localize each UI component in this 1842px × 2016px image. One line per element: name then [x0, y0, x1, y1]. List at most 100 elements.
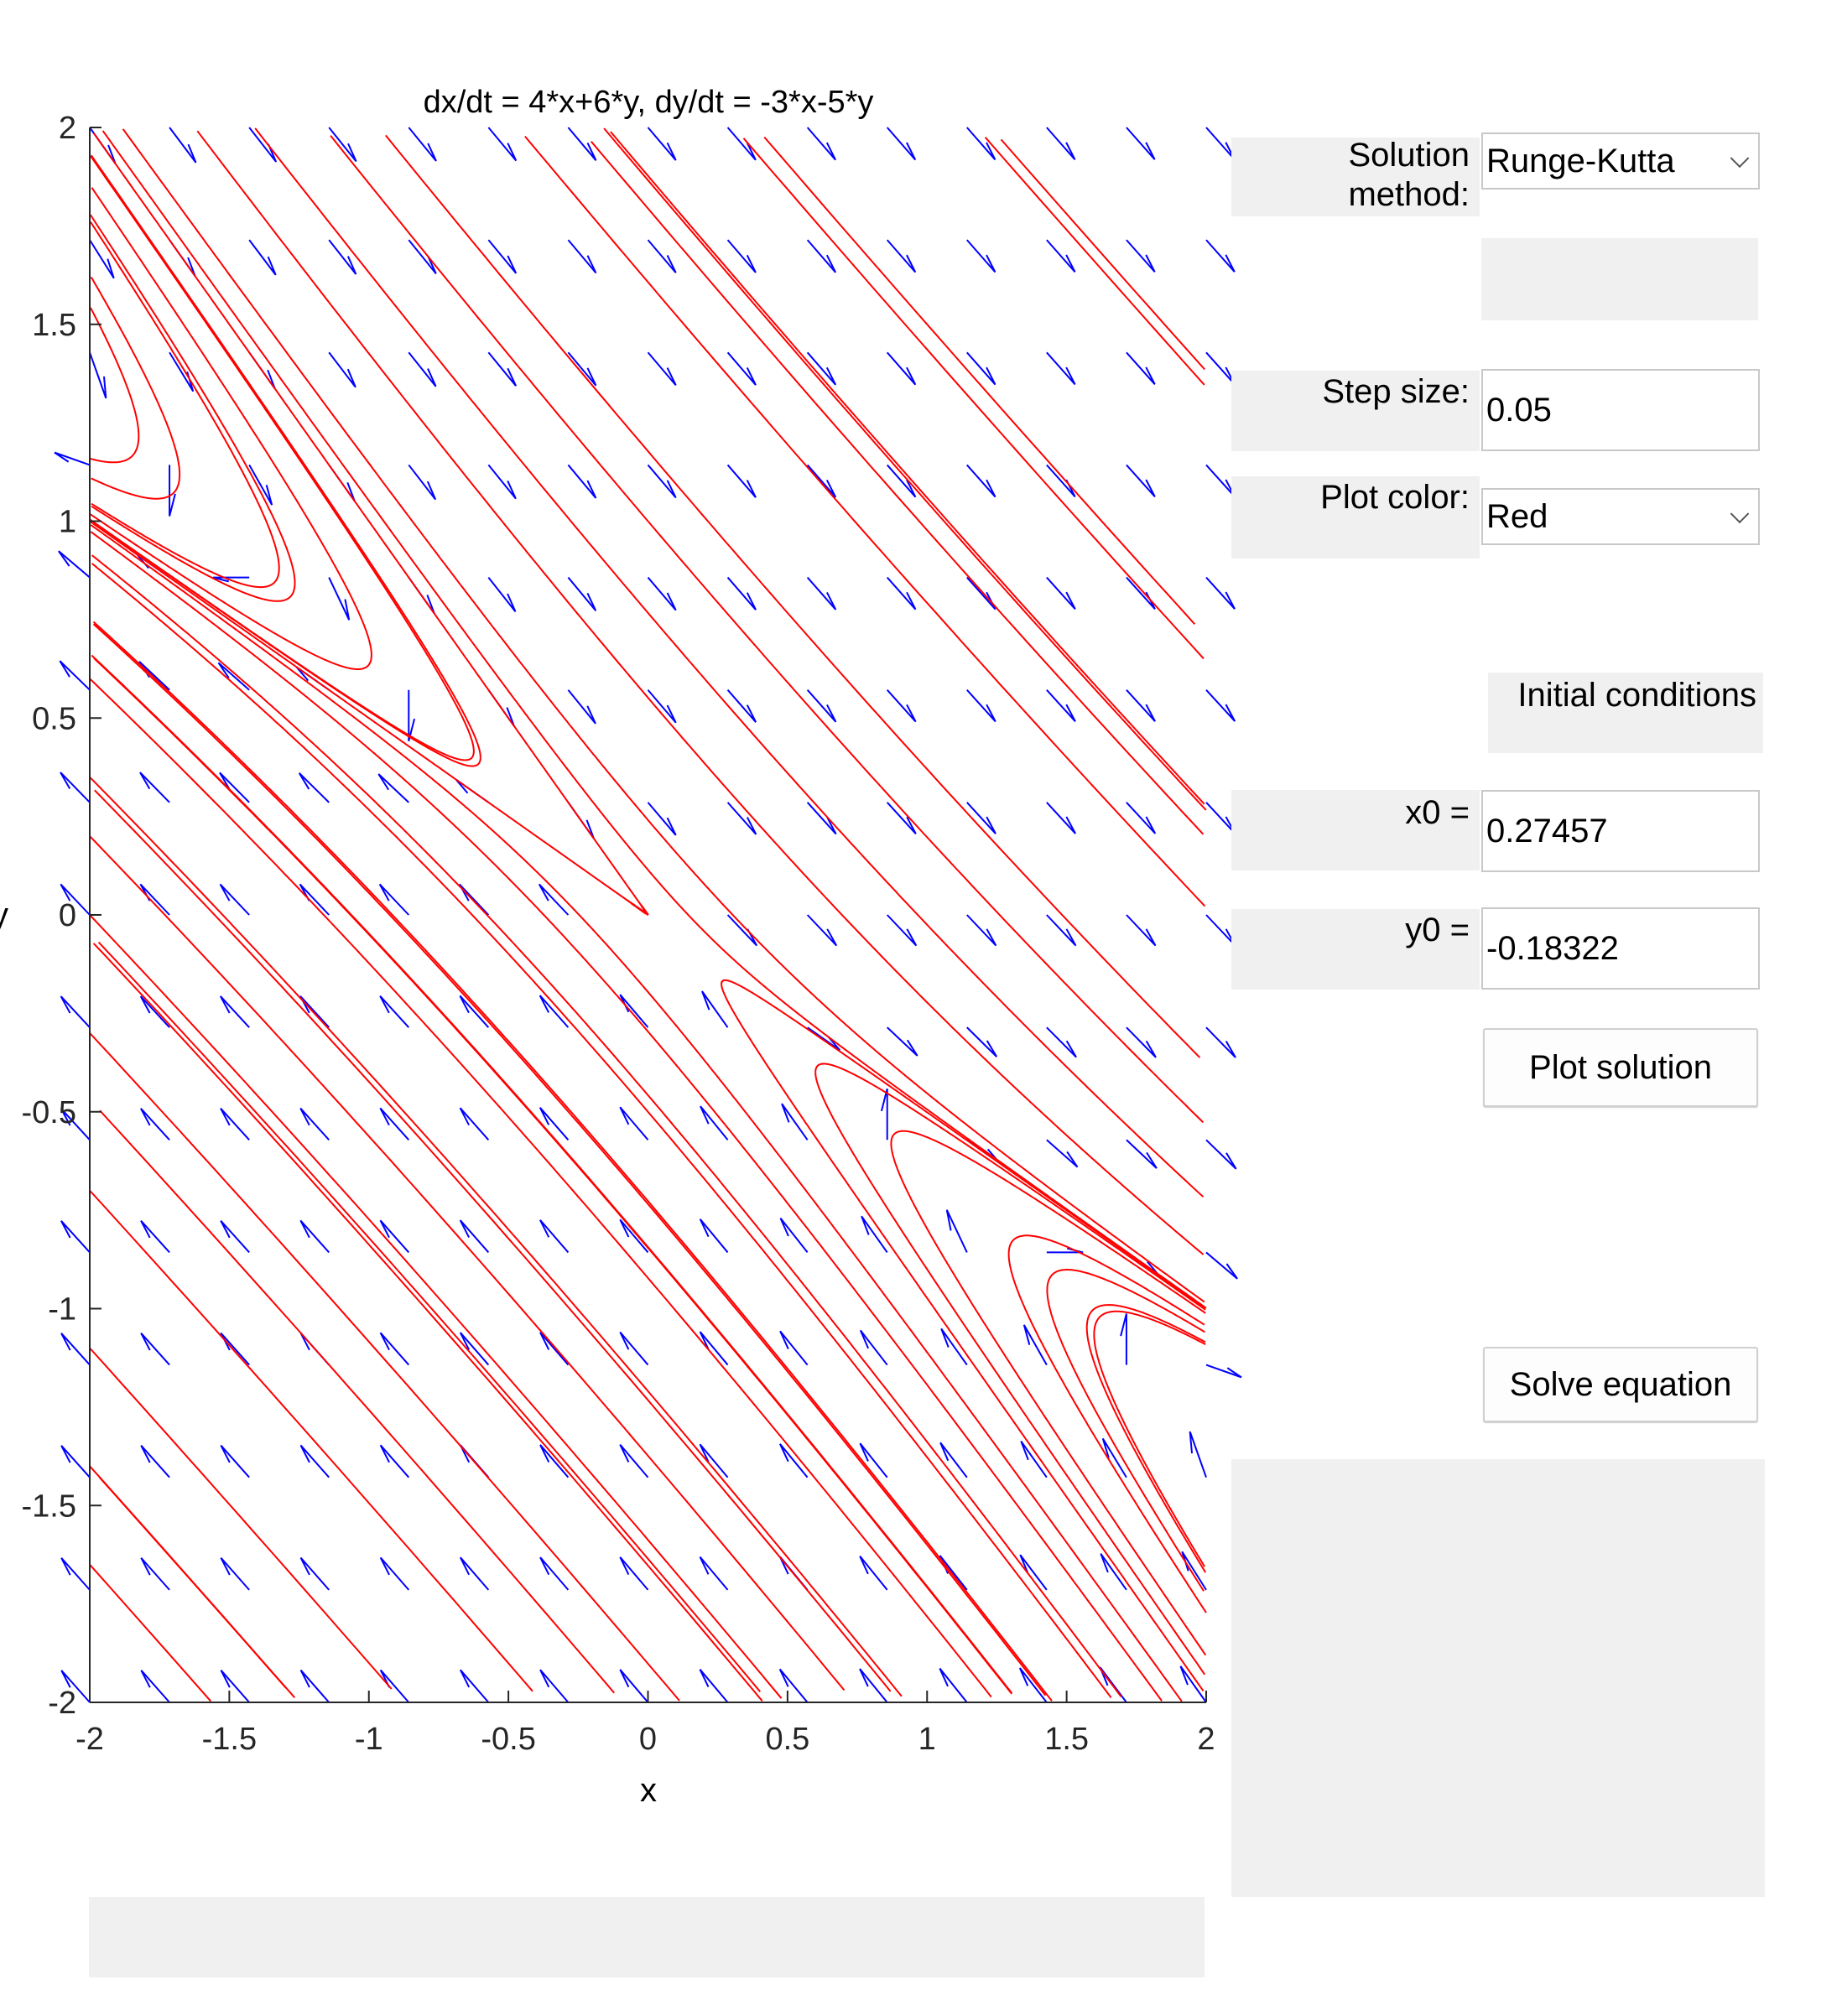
solution-curve [90, 307, 140, 464]
field-arrow [1046, 802, 1077, 834]
solution-curve [89, 214, 296, 601]
field-arrow [1046, 127, 1076, 160]
field-arrow [298, 772, 330, 803]
solution-curve [758, 1229, 1122, 1697]
field-arrow [966, 239, 996, 273]
field-arrow [1046, 576, 1076, 611]
field-arrow [379, 1332, 410, 1366]
solution-curve [898, 1347, 1163, 1702]
x0-input[interactable]: 0.27457 [1481, 790, 1760, 872]
field-arrow [60, 1108, 91, 1140]
y-tick-label: 2 [59, 111, 76, 146]
field-arrow [945, 1209, 968, 1253]
solution-curve [92, 621, 538, 1073]
solution-curve [451, 1504, 615, 1694]
solution-curve [330, 135, 649, 522]
field-arrow [1205, 689, 1236, 722]
field-arrow [1046, 239, 1076, 273]
field-arrow [1046, 351, 1076, 386]
field-arrow [328, 127, 357, 163]
solution-method-dropdown[interactable]: Runge-Kutta [1481, 132, 1760, 190]
field-arrow [647, 351, 677, 387]
y0-input[interactable]: -0.18322 [1481, 907, 1760, 990]
chevron-down-icon [1730, 148, 1750, 169]
field-arrow [567, 239, 597, 274]
field-arrow [699, 1669, 729, 1703]
field-arrow [647, 802, 677, 836]
solve-equation-button[interactable]: Solve equation [1483, 1347, 1758, 1422]
axes: -2 -1.5 -1 -0.5 0 0.5 1 1.5 2 -2 -1.5 -1 -0.5 0 0.5 1 1.… [0, 111, 1215, 1757]
field-arrow [806, 127, 836, 161]
x0-label: x0 = [1405, 794, 1470, 831]
field-arrow [1020, 1440, 1048, 1478]
field-arrow [219, 883, 250, 916]
solution-curve [563, 717, 1205, 1303]
field-arrow [138, 661, 170, 691]
plot-color-dropdown[interactable]: Red [1481, 488, 1760, 545]
field-arrow [939, 1442, 968, 1478]
field-arrow [169, 465, 176, 517]
field-arrow [726, 689, 757, 723]
field-arrow [539, 1669, 570, 1703]
field-arrow [859, 1329, 888, 1366]
field-arrow [1046, 464, 1076, 498]
plot-solution-button[interactable]: Plot solution [1483, 1028, 1758, 1107]
field-arrow [726, 127, 757, 161]
solution-curve [90, 154, 481, 758]
x-tick-label: 2 [1197, 1722, 1215, 1757]
field-arrow [140, 1333, 170, 1366]
solution-curve [890, 1130, 1207, 1656]
field-arrow [806, 239, 837, 273]
field-arrow [539, 1219, 570, 1254]
solution-curve [254, 127, 774, 758]
solution-curve [1085, 1304, 1206, 1427]
field-arrow [248, 239, 277, 276]
step-size-label: Step size: [1322, 373, 1470, 410]
field-arrow [939, 1555, 968, 1591]
solution-curve [92, 943, 286, 1152]
field-arrow [701, 990, 729, 1028]
solution-curve [89, 155, 454, 699]
field-arrow [1205, 576, 1236, 610]
solution-curve [89, 678, 992, 1698]
plot-color-value: Red [1486, 497, 1548, 535]
field-arrow [966, 351, 996, 386]
field-arrow [1101, 1437, 1127, 1478]
field-arrow [647, 127, 677, 161]
field-arrow [408, 127, 437, 162]
field-arrow [647, 576, 677, 611]
field-arrow [887, 1026, 918, 1057]
initial-conditions-label: Initial conditions [1517, 677, 1756, 714]
field-arrow [1126, 1139, 1158, 1169]
field-arrow [219, 772, 250, 803]
field-arrow [778, 1443, 809, 1478]
field-arrow [60, 883, 91, 916]
field-arrow [1046, 914, 1077, 947]
solution-curve [90, 513, 372, 670]
solution-curve [90, 524, 1012, 1467]
field-arrow [299, 1219, 330, 1254]
solution-curve [524, 135, 1068, 758]
field-arrow [487, 464, 517, 500]
field-arrow [1126, 802, 1157, 834]
y0-label: y0 = [1405, 912, 1470, 948]
field-arrow [806, 576, 837, 611]
field-arrow [408, 351, 437, 387]
field-arrow [567, 351, 597, 387]
field-arrow [1120, 1313, 1127, 1365]
field-arrow [886, 576, 917, 611]
field-arrow [647, 239, 677, 273]
y-tick-label: 1 [59, 505, 76, 540]
field-arrow [726, 802, 757, 835]
field-arrow [886, 464, 917, 498]
field-arrow [567, 127, 597, 161]
solution-curve [90, 276, 174, 443]
field-arrow [699, 1556, 729, 1591]
solution-curve [91, 563, 649, 1113]
field-arrow [806, 914, 838, 947]
step-size-input[interactable]: 0.05 [1481, 369, 1760, 451]
field-arrow [60, 1445, 91, 1478]
solution-curve [92, 132, 202, 286]
solution-curve [89, 1564, 212, 1702]
field-arrow [60, 1557, 91, 1591]
